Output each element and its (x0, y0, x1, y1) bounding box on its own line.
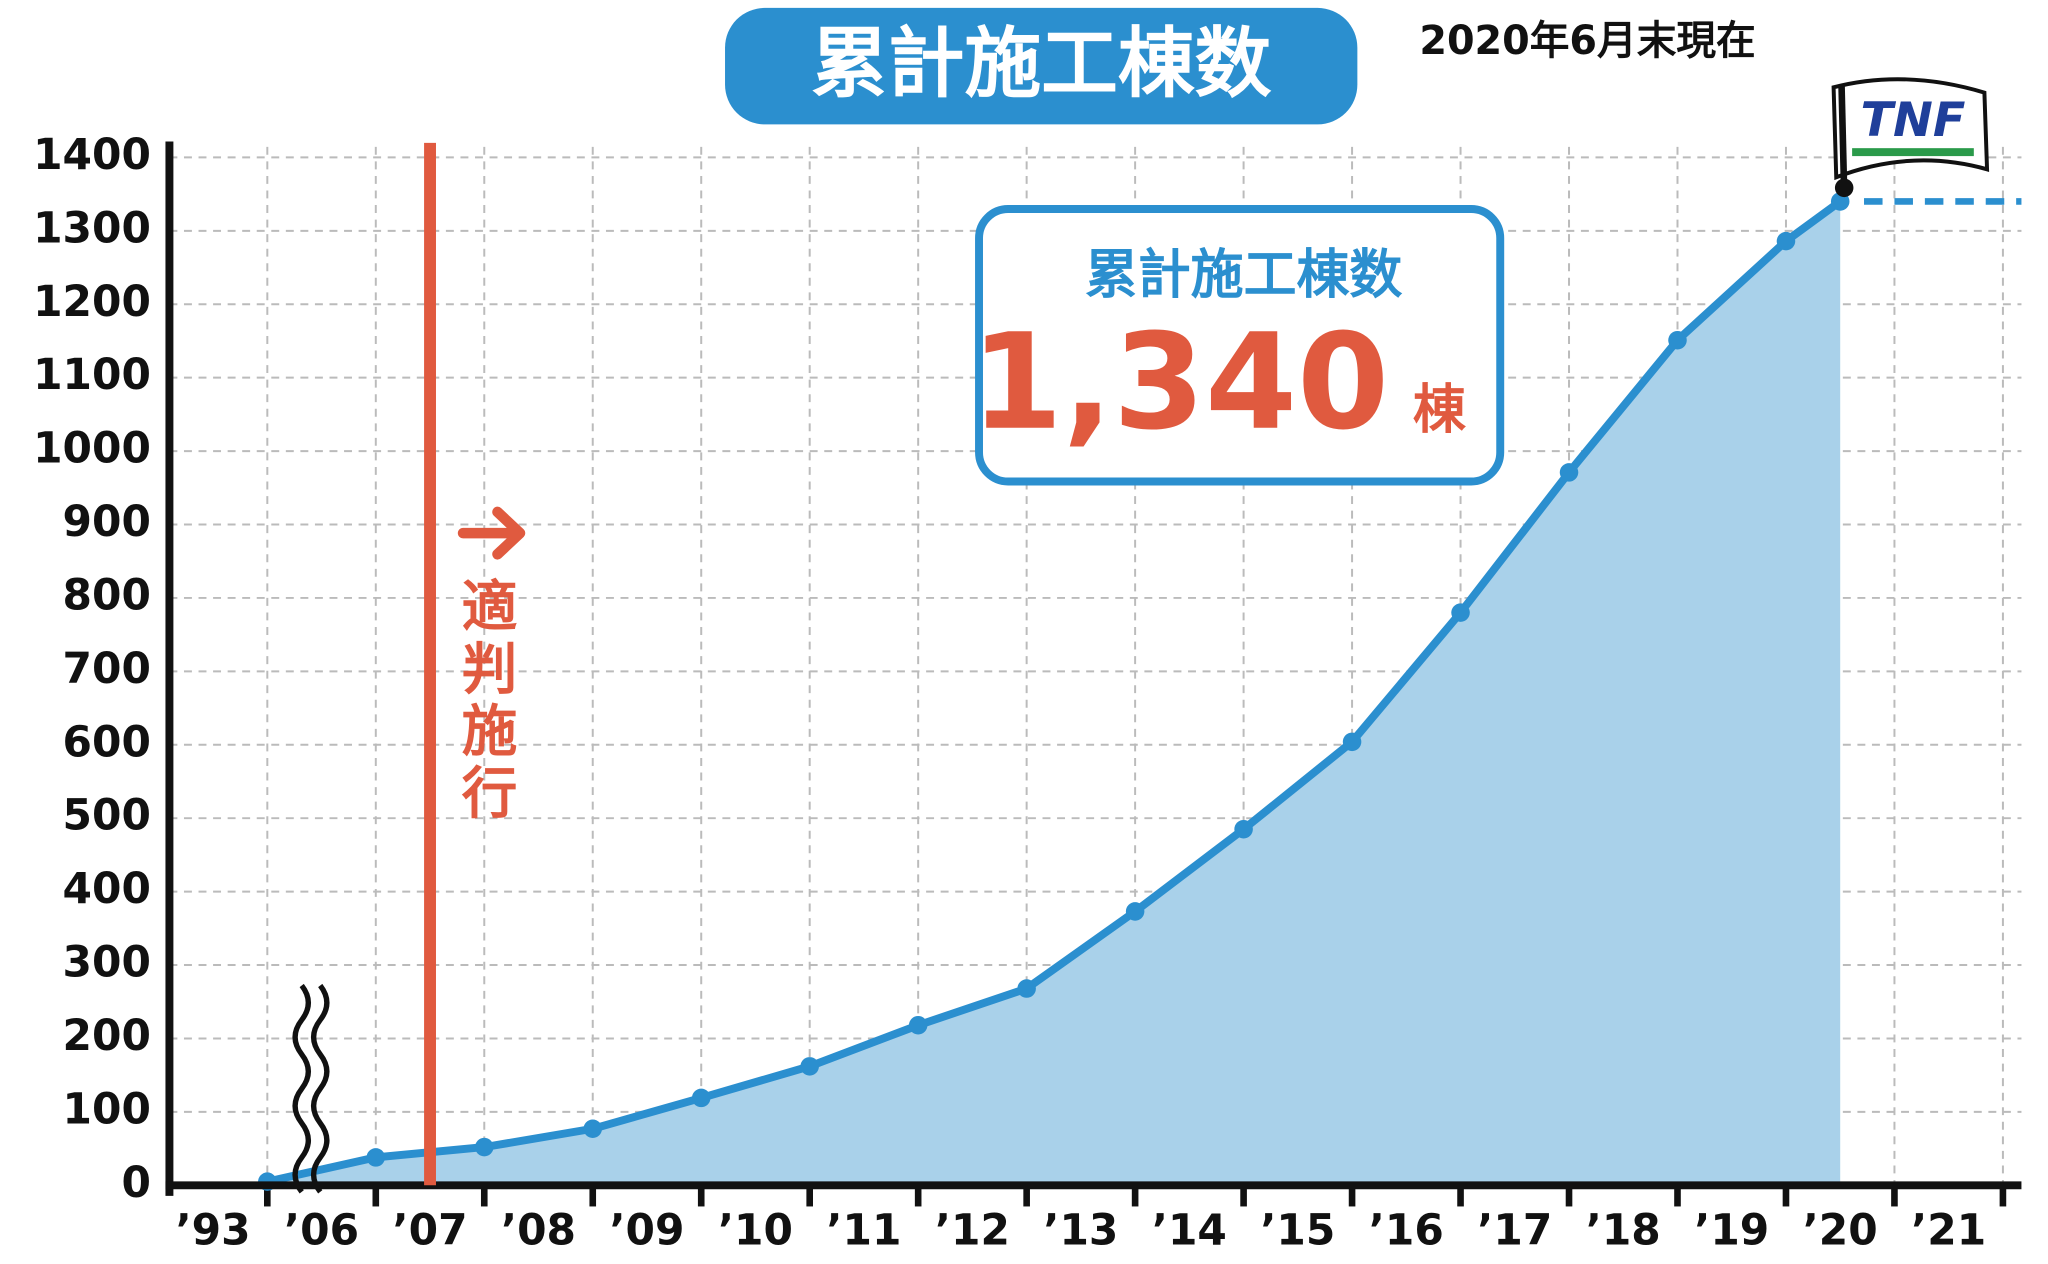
y-tick-label: 1000 (33, 424, 151, 473)
y-tick-label: 300 (63, 938, 151, 987)
x-tick-label: ’12 (935, 1205, 1010, 1254)
y-tick-label: 1200 (33, 277, 151, 326)
marks: 適判施行 (165, 141, 2022, 1196)
title-badge (725, 7, 1358, 125)
y-tick-label: 100 (63, 1084, 151, 1133)
annotation-arrow (457, 506, 526, 560)
point (475, 1137, 494, 1157)
x-tick-label: ’08 (501, 1205, 576, 1254)
point (1342, 732, 1362, 752)
axis-break (292, 983, 311, 1194)
callout-unit: 棟 (1413, 379, 1467, 440)
point (583, 1119, 603, 1139)
y-tick-label: 400 (63, 864, 151, 913)
x-tick-label: ’17 (1477, 1205, 1552, 1254)
y-tick-label: 700 (63, 644, 151, 693)
y-tick-label: 800 (63, 570, 151, 619)
x-tick-label: ’10 (718, 1205, 793, 1254)
y-tick-label: 1400 (33, 130, 151, 179)
annotation-char: 判 (462, 637, 518, 702)
point (1668, 330, 1687, 350)
logo-flag (1831, 77, 1990, 198)
x-tick-label: ’18 (1586, 1205, 1661, 1254)
point (691, 1088, 711, 1108)
x-tick-label: ’15 (1260, 1205, 1335, 1254)
x-tick-label: ’21 (1911, 1205, 1986, 1254)
point (366, 1148, 386, 1167)
annotation-char: 適 (462, 575, 518, 640)
y-tick-label: 900 (63, 497, 151, 546)
y-tick-label: 500 (63, 791, 151, 840)
y-tick-label: 1300 (33, 203, 151, 252)
x-tick-label: ’93 (176, 1205, 251, 1254)
y-tick-label: 600 (63, 717, 151, 766)
callout-box (975, 205, 1505, 486)
annotation-char: 施 (462, 700, 518, 765)
point (1559, 463, 1579, 482)
x-tick-label: ’19 (1694, 1205, 1769, 1254)
callout-label: 累計施工棟数 (1085, 244, 1403, 305)
annotation-char: 行 (462, 762, 518, 827)
point (1017, 979, 1036, 998)
callout-value: 1,340 (971, 306, 1389, 460)
point (1234, 819, 1253, 839)
x-tick-label: ’14 (1152, 1205, 1227, 1254)
axis-break (310, 983, 330, 1194)
chart-subtitle: 2020年6月末現在 (1419, 18, 1755, 64)
y-tick-label: 200 (63, 1011, 151, 1060)
x-tick-label: ’06 (284, 1205, 359, 1254)
point (908, 1015, 928, 1035)
x-tick-label: ’11 (826, 1205, 901, 1254)
annotation-text: 適判施行 (462, 575, 518, 827)
area (267, 201, 1841, 1186)
x-tick-label: ’09 (609, 1205, 684, 1254)
x-tick-label: ’07 (393, 1205, 468, 1254)
logo-text: TNF (1861, 93, 1966, 148)
point (1451, 603, 1470, 622)
x-tick-label: ’16 (1369, 1205, 1444, 1254)
y-tick-label: 1100 (33, 350, 151, 399)
y-tick-label: 0 (121, 1158, 150, 1207)
point (800, 1057, 819, 1076)
x-tick-label: ’13 (1043, 1205, 1118, 1254)
line (266, 198, 1843, 1186)
point (1125, 902, 1145, 921)
x-tick-label: ’20 (1803, 1205, 1878, 1254)
chart-title: 累計施工棟数 (811, 20, 1272, 109)
point (1776, 231, 1796, 251)
